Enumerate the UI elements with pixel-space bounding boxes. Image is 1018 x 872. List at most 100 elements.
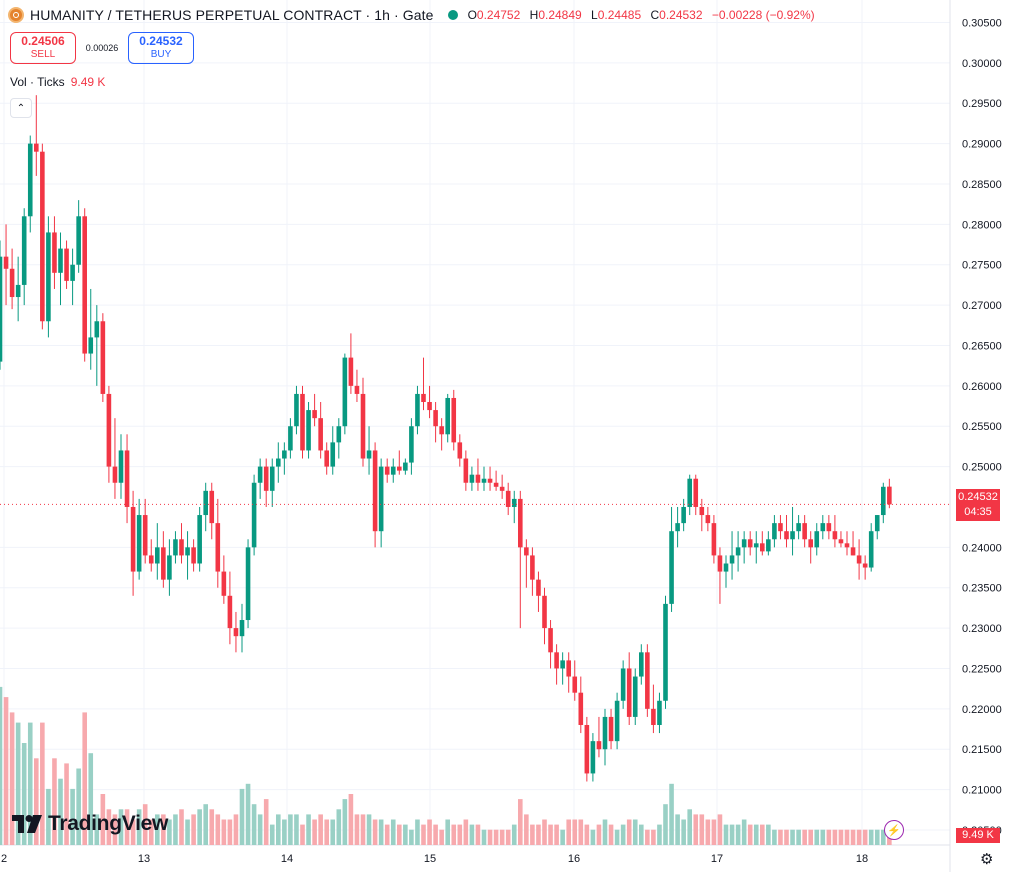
volume-bar <box>741 819 747 845</box>
volume-bar <box>34 758 39 845</box>
volume-bar <box>681 819 686 845</box>
volume-bar <box>717 814 723 845</box>
volume-bar <box>518 799 523 845</box>
volume-bar <box>191 814 196 845</box>
candle-body <box>191 547 196 564</box>
candle-body <box>741 539 747 548</box>
candle-body <box>27 143 33 217</box>
candle-body <box>632 676 638 717</box>
y-axis-tick-label: 0.22500 <box>962 663 1002 675</box>
candle-body <box>76 216 81 265</box>
volume-bar <box>881 829 886 845</box>
volume-bar <box>542 819 547 845</box>
volume-bar <box>675 814 680 845</box>
volume-bar <box>390 819 396 845</box>
candle-body <box>409 426 414 463</box>
y-axis-tick-label: 0.24000 <box>962 542 1002 554</box>
sell-button[interactable]: 0.24506 SELL <box>10 32 76 64</box>
volume-bar <box>753 824 759 845</box>
volume-bar <box>699 814 705 845</box>
trade-buttons: 0.24506 SELL 0.00026 0.24532 BUY <box>10 32 194 64</box>
volume-bar <box>590 829 596 845</box>
volume-bar <box>790 829 795 845</box>
candle-body <box>40 151 45 322</box>
candle-body <box>669 531 674 604</box>
volume-bar <box>705 819 711 845</box>
volume-bar <box>245 783 251 845</box>
buy-button[interactable]: 0.24532 BUY <box>128 32 194 64</box>
candle-body <box>451 397 457 443</box>
candle-body <box>475 474 481 483</box>
volume-bar <box>421 824 426 845</box>
volume-bar <box>64 763 69 845</box>
bar-countdown: 04:35 <box>964 506 992 518</box>
volume-bar <box>554 824 559 845</box>
volume-bar <box>838 829 844 845</box>
candle-body <box>64 248 69 281</box>
candle-body <box>233 628 239 637</box>
collapse-legend-button[interactable]: ⌃ <box>10 98 32 118</box>
volume-bar <box>233 814 239 845</box>
candle-body <box>620 668 626 701</box>
tradingview-logo[interactable]: TradingView <box>12 812 168 836</box>
volume-bar <box>481 829 487 845</box>
candle-body <box>124 450 130 507</box>
volume-bar <box>112 814 118 845</box>
sell-label: SELL <box>30 49 56 60</box>
candle-body <box>808 539 813 548</box>
candle-body <box>0 256 3 362</box>
candle-body <box>118 450 124 483</box>
volume-bar <box>596 824 602 845</box>
candle-body <box>772 523 777 540</box>
candle-body <box>796 523 801 532</box>
y-axis-tick-label: 0.30500 <box>962 17 1002 29</box>
spread-value: 0.00026 <box>85 43 119 53</box>
volume-bar <box>94 814 100 845</box>
candle-body <box>167 555 172 580</box>
candle-body <box>584 724 590 774</box>
candle-body <box>760 543 765 552</box>
volume-bar <box>832 829 838 845</box>
candle-body <box>511 498 517 507</box>
candle-body <box>487 478 493 483</box>
candle-body <box>820 523 826 532</box>
candle-body <box>130 506 136 572</box>
volume-bar <box>651 829 656 845</box>
candle-body <box>403 462 408 471</box>
candle-body <box>112 466 118 483</box>
sell-price: 0.24506 <box>21 34 65 48</box>
volume-bar <box>251 804 257 845</box>
y-axis-tick-label: 0.23000 <box>962 623 1002 635</box>
candle-body <box>590 741 596 774</box>
settings-icon[interactable]: ⚙ <box>980 851 994 868</box>
volume-bar <box>239 788 245 845</box>
volume-legend[interactable]: Vol · Ticks 9.49 K <box>10 75 105 89</box>
volume-bar <box>687 809 692 845</box>
volume-bar <box>372 819 378 845</box>
volume-tag: 9.49 K <box>956 828 1000 843</box>
volume-bar <box>27 722 33 845</box>
symbol-title[interactable]: HUMANITY / TETHERUS PERPETUAL CONTRACT ·… <box>30 7 434 23</box>
candle-body <box>717 555 723 572</box>
candle-body <box>463 458 469 483</box>
volume-bar <box>778 829 783 845</box>
candle-body <box>705 515 711 524</box>
candle-body <box>681 506 686 524</box>
candle-body <box>82 216 87 354</box>
volume-bar <box>263 799 269 845</box>
volume-bar <box>161 814 166 845</box>
volume-bar <box>856 829 862 845</box>
candle-body <box>850 547 856 556</box>
candle-body <box>457 442 463 459</box>
volume-bar <box>874 829 880 845</box>
x-axis-tick-label: 14 <box>281 853 293 865</box>
candle-body <box>651 708 656 725</box>
flash-icon[interactable]: ⚡ <box>884 820 904 840</box>
close-label: C <box>650 8 660 22</box>
candle-body <box>415 393 420 427</box>
market-status-icon[interactable] <box>447 10 458 20</box>
volume-bar <box>300 824 305 845</box>
candle-body <box>221 571 227 596</box>
candle-body <box>663 603 668 701</box>
